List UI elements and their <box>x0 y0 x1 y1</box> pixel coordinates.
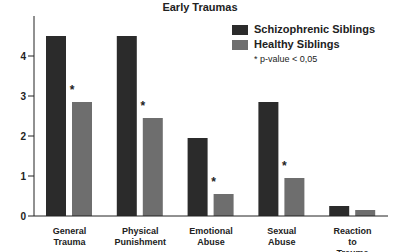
html-text:Early Traumas: Early Traumas <box>162 1 238 13</box>
html-text:Healthy Siblings: Healthy Siblings <box>254 38 340 50</box>
svg-text:4: 4 <box>20 51 26 62</box>
html-text:Schizophrenic Siblings: Schizophrenic Siblings <box>254 23 375 35</box>
svg-text:2: 2 <box>20 131 26 142</box>
svg-text:PhysicalPunishment: PhysicalPunishment <box>114 226 166 247</box>
svg-text:3: 3 <box>20 91 26 102</box>
svg-text:1: 1 <box>20 171 26 182</box>
svg-text:*: * <box>70 83 75 97</box>
svg-text:*: * <box>140 99 145 113</box>
svg-text:GeneralTrauma: GeneralTrauma <box>53 226 87 247</box>
svg-text:*: * <box>282 159 287 173</box>
svg-text:ReactiontoTrauma: ReactiontoTrauma <box>334 226 372 252</box>
svg-text:EmotionalAbuse: EmotionalAbuse <box>189 226 233 247</box>
html-text:* p-value < 0,05: * p-value < 0,05 <box>254 54 318 64</box>
svg-text:0: 0 <box>20 211 26 222</box>
svg-text:SexualAbuse: SexualAbuse <box>267 226 296 247</box>
svg-text:*: * <box>211 175 216 189</box>
